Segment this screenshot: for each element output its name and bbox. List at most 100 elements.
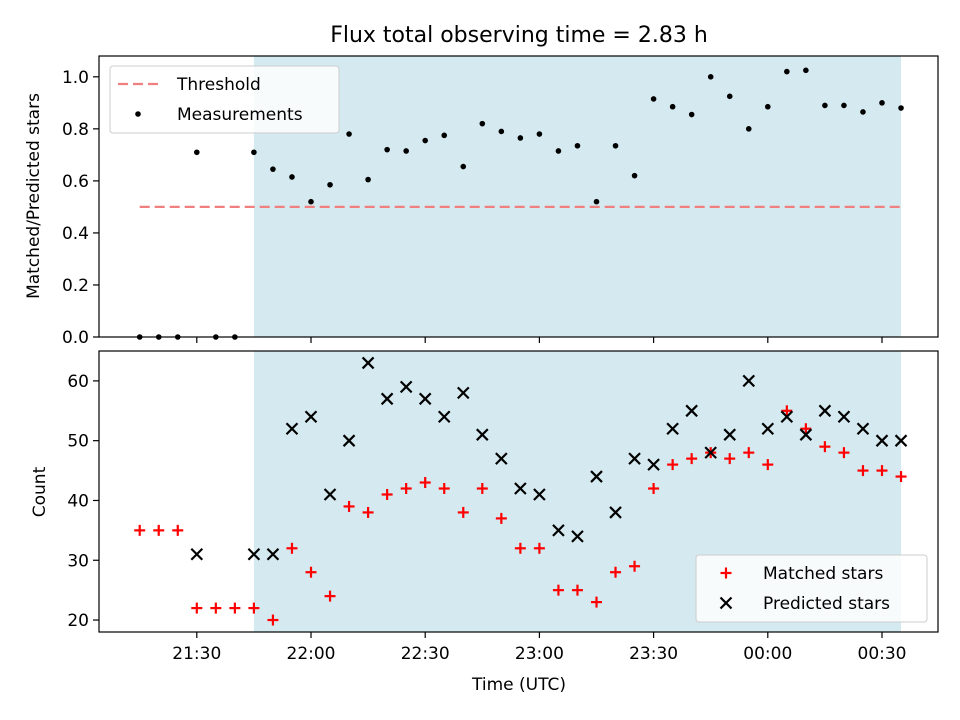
matched-star-marker (610, 566, 622, 578)
measurement-point (898, 105, 904, 111)
matched-star-marker (495, 512, 507, 524)
cross-stroke-b (266, 547, 280, 561)
legend-cross-marker (719, 596, 733, 610)
measurement-point (498, 128, 505, 135)
predicted-star-marker (894, 434, 908, 447)
y-tick-label: 60 (67, 372, 89, 392)
legend-measurement-swatch (135, 111, 141, 117)
measurement-point (327, 181, 333, 188)
y-tick-label: 0.8 (62, 120, 89, 140)
measurement-point (536, 131, 543, 137)
top-x-axis-ticks (196, 337, 883, 343)
measurement-point (270, 166, 276, 172)
matched-star-marker (438, 483, 450, 495)
measurement-point (460, 163, 467, 170)
predicted-star-marker (380, 392, 394, 406)
top-shaded-region (253, 56, 902, 337)
matched-star-marker (686, 453, 698, 465)
legend-predicted-swatch (719, 596, 733, 610)
predicted-star-marker (799, 428, 813, 441)
matched-star-marker (819, 441, 831, 453)
cross-stroke-b (742, 374, 756, 388)
cross-stroke-b (609, 506, 622, 519)
matched-star-marker (210, 602, 222, 614)
matched-star-marker (571, 584, 583, 596)
measurement-point (745, 126, 752, 132)
measurement-point (441, 132, 448, 139)
matched-star-marker (743, 447, 755, 459)
matched-star-marker (552, 584, 564, 596)
cross-stroke-b (761, 422, 775, 436)
matched-star-marker (172, 524, 184, 536)
matched-star-marker (134, 524, 146, 536)
cross-stroke-b (818, 404, 832, 418)
x-axis-label: Time (UTC) (471, 675, 566, 695)
predicted-star-marker (437, 410, 451, 424)
matched-star-marker (629, 560, 641, 572)
y-tick-label: 50 (67, 432, 89, 452)
measurement-point (517, 135, 524, 141)
x-tick-label: 23:00 (515, 644, 564, 664)
predicted-star-marker (361, 356, 375, 370)
top-panel: 0.0 0.2 0.4 0.6 0.8 1.0 Matched/Predicted sta… (24, 55, 939, 348)
predicted-star-marker (247, 547, 261, 561)
predicted-star-marker (742, 374, 756, 388)
cross-stroke-b (552, 524, 565, 537)
predicted-star-marker (476, 428, 489, 441)
cross-stroke-b (704, 446, 717, 459)
predicted-star-marker (552, 524, 565, 537)
measurement-point (841, 102, 847, 109)
bottom-legend: Matched stars Predicted stars (695, 554, 928, 623)
predicted-star-marker (875, 434, 889, 447)
matched-star-marker (229, 602, 241, 614)
predicted-star-marker (837, 410, 851, 424)
cross-stroke-b (514, 482, 527, 495)
measurement-point (346, 131, 352, 137)
measurement-point (784, 68, 790, 75)
cross-stroke-b (590, 470, 603, 483)
predicted-star-marker (495, 452, 508, 465)
measurement-point (765, 103, 771, 110)
bottom-plot-frame (98, 350, 939, 633)
matched-star-marker (153, 524, 165, 536)
cross-stroke-b (342, 434, 356, 447)
top-y-axis-label: Matched/Predicted stars (24, 93, 44, 299)
matched-star-marker (286, 542, 298, 554)
predicted-star-marker (190, 547, 204, 561)
cross-stroke-b (666, 422, 679, 436)
predicted-star-marker (856, 422, 870, 436)
bottom-panel: 20 30 40 50 60 21:30 22:00 22:30 23:00 23:30 00:0… (30, 350, 939, 695)
y-tick-label: 1.0 (62, 68, 89, 88)
cross-stroke-b (304, 410, 318, 424)
cross-stroke-b (456, 386, 470, 400)
matched-star-marker (343, 500, 355, 512)
predicted-star-marker (304, 410, 318, 424)
matched-star-marker (419, 477, 431, 489)
y-tick-label: 40 (67, 491, 89, 511)
predicted-star-marker (418, 392, 432, 406)
matched-star-marker (267, 614, 279, 626)
measurement-point (879, 100, 885, 106)
measurement-point (612, 142, 619, 149)
cross-stroke-b (476, 428, 489, 441)
matched-star-marker (857, 465, 869, 477)
matched-star-marker (400, 483, 412, 495)
cross-stroke-b (437, 410, 451, 424)
predicted-star-marker (647, 458, 660, 471)
predicted-star-marker (342, 434, 356, 447)
bottom-y-axis-ticks: 20 30 40 50 60 (67, 372, 99, 631)
predicted-star-marker (399, 380, 413, 394)
matched-star-marker (248, 602, 260, 614)
matched-star-marker (533, 542, 545, 554)
matched-star-marker (800, 423, 812, 435)
matched-star-marker (457, 506, 469, 518)
y-tick-label: 0.6 (62, 172, 89, 192)
measurement-point (574, 142, 581, 149)
matched-star-marker (591, 596, 602, 608)
cross-stroke-b (856, 422, 870, 436)
predicted-star-marker (533, 488, 546, 501)
measurement-point (365, 176, 371, 183)
top-y-axis-ticks: 0.0 0.2 0.4 0.6 0.8 1.0 (62, 68, 99, 348)
legend-matched-swatch (720, 567, 732, 579)
predicted-star-marker (571, 530, 584, 543)
